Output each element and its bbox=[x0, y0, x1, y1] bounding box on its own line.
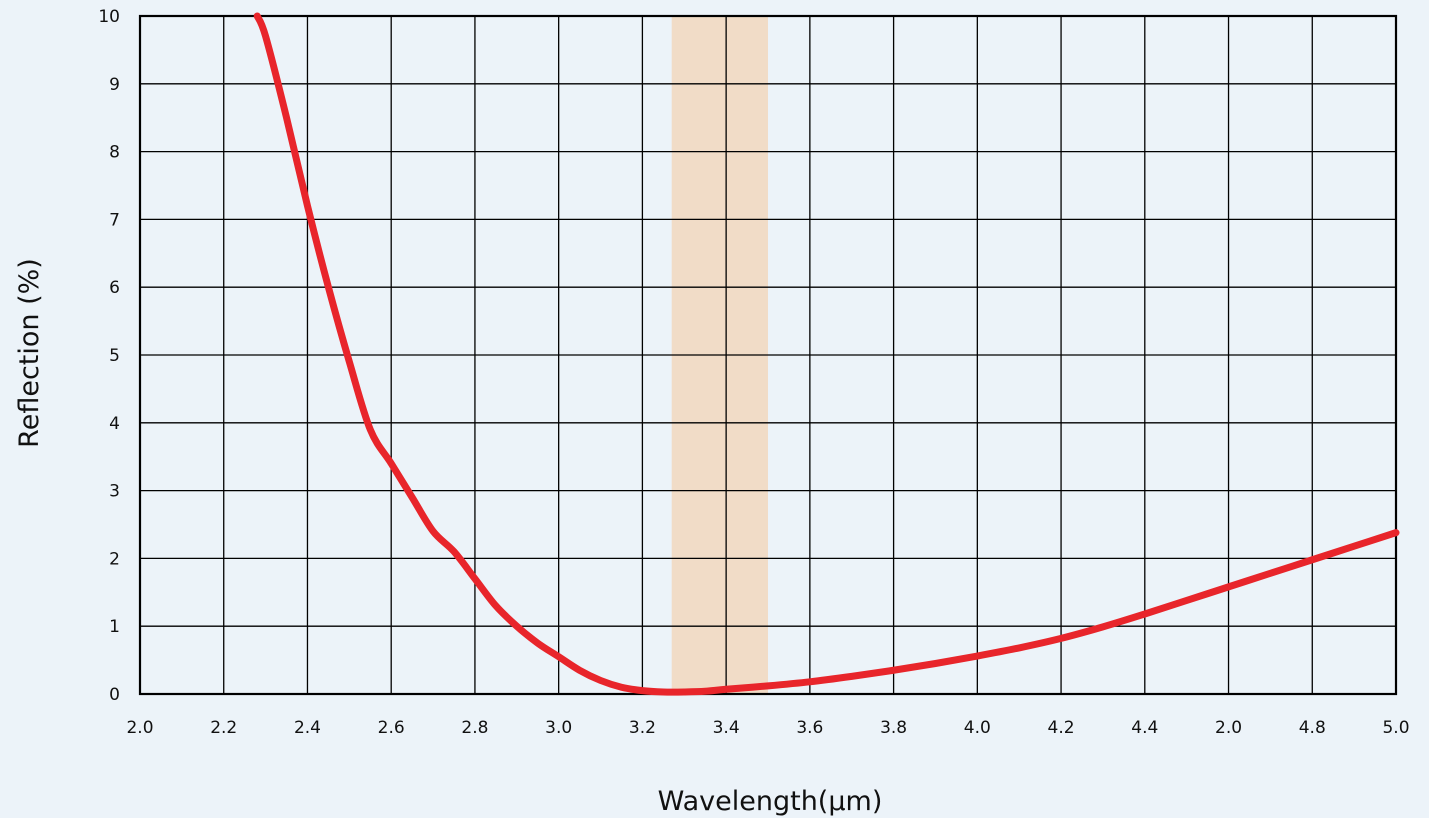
x-tick-label: 4.2 bbox=[1048, 718, 1075, 738]
x-axis-title: Wavelength(μm) bbox=[658, 786, 883, 817]
x-tick-label: 3.6 bbox=[796, 718, 823, 738]
reflection-curve bbox=[253, 12, 1400, 696]
y-tick-label: 0 bbox=[109, 685, 120, 705]
x-tick-label: 2.4 bbox=[294, 718, 321, 738]
x-tick-labels: 2.0 2.2 2.4 2.6 2.8 3.0 3.2 3.4 3.6 3.8 4.0 4.2 4.4 2… bbox=[126, 718, 1409, 738]
x-tick-label: 2.2 bbox=[210, 718, 237, 738]
x-tick-label: 3.4 bbox=[713, 718, 740, 738]
y-tick-labels: 0 1 2 3 4 5 6 7 8 9 10 bbox=[98, 7, 120, 705]
plot-frame bbox=[138, 14, 1398, 696]
x-tick-label: 4.4 bbox=[1131, 718, 1158, 738]
y-tick-label: 2 bbox=[109, 549, 120, 569]
x-tick-label: 2.8 bbox=[461, 718, 488, 738]
x-tick-label: 4.8 bbox=[1299, 718, 1326, 738]
y-tick-label: 5 bbox=[109, 346, 120, 366]
x-tick-label: 3.2 bbox=[629, 718, 656, 738]
series-line-layer bbox=[253, 12, 1400, 696]
x-tick-label: 3.8 bbox=[880, 718, 907, 738]
y-tick-label: 4 bbox=[109, 414, 120, 434]
y-tick-label: 10 bbox=[98, 7, 120, 27]
x-tick-label: 2.0 bbox=[1215, 718, 1242, 738]
y-tick-label: 6 bbox=[109, 278, 120, 298]
y-axis-title: Reflection (%) bbox=[14, 258, 45, 448]
x-tick-label: 5.0 bbox=[1382, 718, 1409, 738]
y-tick-label: 7 bbox=[109, 210, 120, 230]
plot-frame-layer bbox=[138, 14, 1398, 696]
x-tick-label: 4.0 bbox=[964, 718, 991, 738]
x-tick-label: 3.0 bbox=[545, 718, 572, 738]
y-tick-label: 1 bbox=[109, 617, 120, 637]
y-tick-label: 9 bbox=[109, 75, 120, 95]
x-tick-label: 2.6 bbox=[378, 718, 405, 738]
y-tick-label: 3 bbox=[109, 482, 120, 502]
y-tick-label: 8 bbox=[109, 143, 120, 163]
x-tick-label: 2.0 bbox=[126, 718, 153, 738]
